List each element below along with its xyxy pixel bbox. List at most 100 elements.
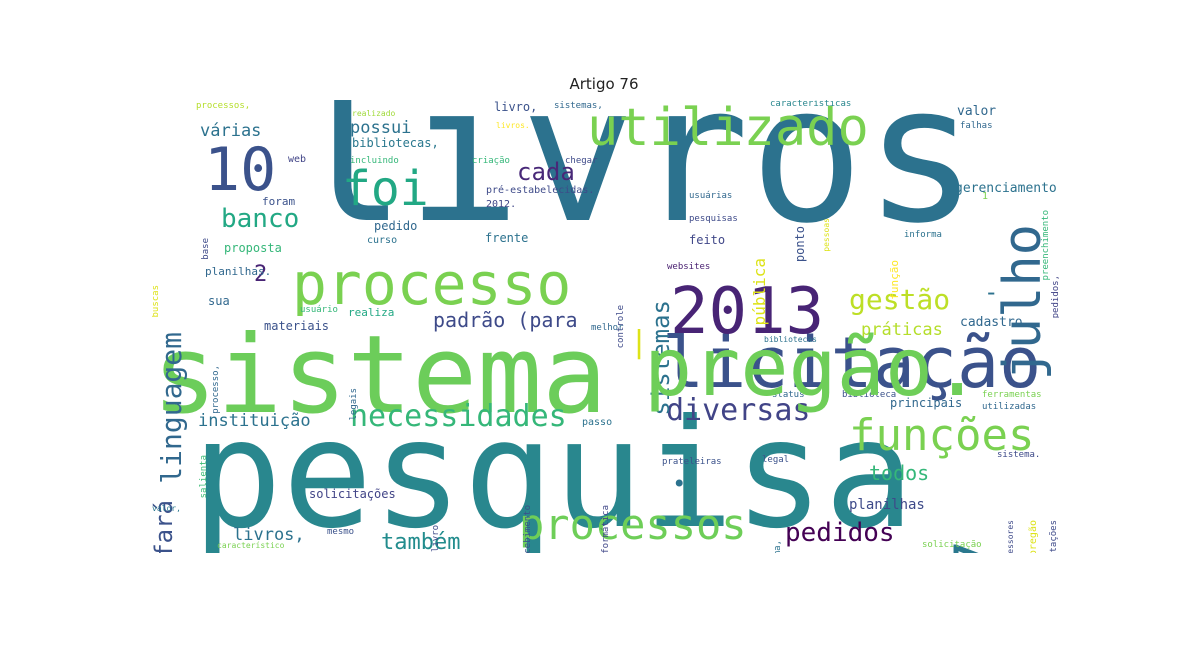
word-40: falhas xyxy=(960,121,993,131)
word-26: várias xyxy=(200,121,262,141)
word-33: cadastro xyxy=(960,315,1023,330)
word-39: características xyxy=(770,100,852,109)
word-60: função xyxy=(888,260,901,300)
word-83: ferramentas xyxy=(982,390,1042,400)
word-68: sua xyxy=(208,294,230,308)
word-22: também xyxy=(381,530,461,554)
word-51: foram xyxy=(262,195,296,208)
word-47: web xyxy=(288,154,307,165)
word-30: 2 xyxy=(254,262,268,287)
word-101: | xyxy=(630,325,649,360)
word-49: pré-estabelecidas. xyxy=(486,185,595,196)
word-78: salienta xyxy=(199,455,209,499)
word-6: 2013 xyxy=(670,275,825,349)
word-11: funções xyxy=(849,410,1035,461)
word-94: solicitações xyxy=(309,487,396,501)
word-85: valor, xyxy=(152,504,181,513)
word-17: banco xyxy=(221,204,300,234)
word-62: 1 xyxy=(982,191,989,202)
word-53: pedido xyxy=(374,219,418,233)
word-66: pedidos, xyxy=(1051,275,1059,319)
word-74: melhor xyxy=(591,323,624,333)
word-50: 2012. xyxy=(486,199,517,210)
word-88: informática xyxy=(601,505,611,553)
word-54: curso xyxy=(367,235,398,246)
word-80: passo xyxy=(582,417,613,428)
word-37: sistemas, xyxy=(554,101,603,111)
word-75: processo, xyxy=(211,365,221,414)
word-103: - xyxy=(984,278,999,306)
word-46: chegar xyxy=(565,156,598,166)
word-89: prateleiras xyxy=(662,457,722,467)
word-87: recebimento xyxy=(523,505,533,553)
word-34: valor xyxy=(957,104,997,119)
word-9: foi xyxy=(342,161,429,217)
word-64: usuárias xyxy=(689,191,733,201)
word-76: legais xyxy=(349,388,359,421)
word-15: linguagem xyxy=(155,332,188,484)
word-96: professores xyxy=(1006,520,1015,553)
word-13: necessidades xyxy=(350,399,567,434)
word-31: livros, xyxy=(233,525,305,545)
word-84: utilizadas xyxy=(982,402,1037,412)
word-90: legal xyxy=(762,455,790,465)
word-65: pesquisas xyxy=(689,214,738,224)
word-2: sistema xyxy=(152,313,608,438)
word-55: proposta xyxy=(224,241,282,255)
word-61: gerenciamento xyxy=(955,181,1057,196)
word-73: realiza xyxy=(348,306,395,319)
word-98: característico xyxy=(217,541,285,550)
word-69: websites xyxy=(667,262,711,272)
word-36: bibliotecas, xyxy=(352,136,439,150)
word-29: pública xyxy=(750,258,769,326)
word-19: cada xyxy=(517,158,575,186)
word-95: sistema, xyxy=(773,540,783,553)
word-100: pregão. xyxy=(644,321,982,414)
word-102: • xyxy=(672,470,687,498)
word-cloud: livros pesquisa sistema licitação utilizado p… xyxy=(152,100,1059,553)
word-21: pedidos xyxy=(785,518,895,548)
word-71: materiais xyxy=(264,319,330,333)
word-67: planilhas. xyxy=(205,265,272,278)
word-42: processos, xyxy=(196,101,251,111)
word-97: solicitação xyxy=(922,540,982,550)
word-79: principais xyxy=(890,396,963,410)
word-1: pesquisa xyxy=(192,388,915,553)
word-56: frente xyxy=(485,231,529,245)
word-99: mesmo xyxy=(327,527,355,537)
word-27: possui xyxy=(350,118,412,138)
word-77: bibliotecas xyxy=(764,335,817,344)
word-91: sistema. xyxy=(997,450,1041,460)
word-28: práticas xyxy=(861,320,943,340)
word-82: biblioteca xyxy=(842,390,897,400)
word-44: incluindo xyxy=(350,156,399,166)
word-35: livro, xyxy=(494,100,538,114)
word-5: processo xyxy=(292,250,572,318)
word-86: livro xyxy=(431,525,441,553)
chart-title: Artigo 76 xyxy=(569,75,639,93)
word-16: gestão xyxy=(849,283,951,316)
word-92: pregão xyxy=(1028,520,1039,553)
word-41: preenchimento xyxy=(1041,210,1051,281)
word-4: utilizado xyxy=(587,100,869,158)
word-32: planilhas xyxy=(849,497,925,513)
word-63: informa xyxy=(904,230,942,240)
word-57: feito xyxy=(689,233,726,247)
word-12: processos xyxy=(519,500,747,549)
word-81: status xyxy=(772,390,805,400)
word-59: pessoas xyxy=(822,218,831,252)
word-43: realizado xyxy=(352,109,396,118)
word-45: criação xyxy=(472,156,510,166)
word-52: base xyxy=(201,238,211,260)
word-14: diversas xyxy=(666,393,811,428)
word-20: padrão (para xyxy=(433,308,578,332)
word-0: livros xyxy=(292,100,979,265)
word-8: 10 xyxy=(204,135,277,205)
word-23: todos xyxy=(869,461,930,485)
word-72: usuário xyxy=(300,305,338,315)
word-93: licitações xyxy=(1049,520,1059,553)
word-38: livros. xyxy=(496,121,530,130)
word-25: instituição xyxy=(198,411,311,431)
word-58: ponto xyxy=(793,226,807,263)
word-48: buscas xyxy=(152,285,161,318)
